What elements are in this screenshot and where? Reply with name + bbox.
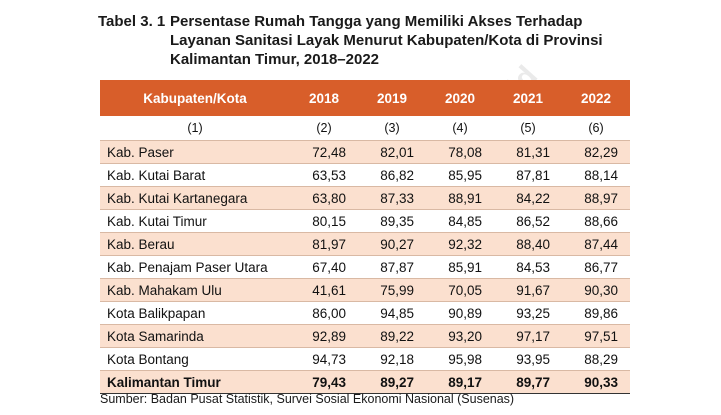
value-cell: 82,29 (562, 140, 630, 164)
header-2021: 2021 (512, 90, 544, 106)
region-name-cell: Kab. Kutai Kartanegara (100, 186, 290, 210)
value-cell: 88,29 (562, 347, 630, 371)
table-row: Kota Samarinda 92,89 89,22 93,20 97,17 97,51 (100, 324, 630, 348)
total-label-cell: Kalimantan Timur (100, 370, 290, 394)
region-name-cell: Kota Samarinda (100, 324, 290, 348)
total-row: Kalimantan Timur 79,43 89,27 89,17 89,77 90,3… (100, 370, 630, 394)
value-cell: 90,89 (426, 301, 494, 325)
value-cell: 78,08 (426, 140, 494, 164)
value-cell: 86,52 (494, 209, 562, 233)
value-cell: 90,27 (358, 232, 426, 256)
value-cell: 93,25 (494, 301, 562, 325)
region-name-cell: Kab. Paser (100, 140, 290, 164)
table-row: Kota Bontang 94,73 92,18 95,98 93,95 88,29 (100, 347, 630, 371)
index-cell: (1) (100, 116, 290, 141)
table-row: Kab. Mahakam Ulu 41,61 75,99 70,05 91,67 90,3… (100, 278, 630, 302)
value-cell: 94,85 (358, 301, 426, 325)
index-cell: (3) (358, 116, 426, 141)
value-cell: 84,85 (426, 209, 494, 233)
value-cell: 90,30 (562, 278, 630, 302)
value-cell: 63,80 (290, 186, 358, 210)
value-cell: 89,35 (358, 209, 426, 233)
value-cell: 41,61 (290, 278, 358, 302)
caption-line-2: Layanan Sanitasi Layak Menurut Kabupaten… (170, 32, 603, 49)
value-cell: 87,44 (562, 232, 630, 256)
value-cell: 91,67 (494, 278, 562, 302)
value-cell: 89,86 (562, 301, 630, 325)
value-cell: 81,97 (290, 232, 358, 256)
value-cell: 88,14 (562, 163, 630, 187)
value-cell: 93,20 (426, 324, 494, 348)
table-row: Kab. Paser 72,48 82,01 78,08 81,31 82,29 (100, 140, 630, 164)
value-cell: 92,18 (358, 347, 426, 371)
value-cell: 70,05 (426, 278, 494, 302)
region-name-cell: Kab. Kutai Barat (100, 163, 290, 187)
value-cell: 87,87 (358, 255, 426, 279)
value-cell: 95,98 (426, 347, 494, 371)
value-cell: 85,91 (426, 255, 494, 279)
total-value-cell: 89,17 (426, 370, 494, 394)
header-2022: 2022 (580, 90, 612, 106)
value-cell: 86,00 (290, 301, 358, 325)
total-value-cell: 79,43 (290, 370, 358, 394)
value-cell: 88,40 (494, 232, 562, 256)
table-number: Tabel 3. 1 (98, 13, 166, 30)
region-name-cell: Kota Balikpapan (100, 301, 290, 325)
value-cell: 86,82 (358, 163, 426, 187)
value-cell: 87,81 (494, 163, 562, 187)
value-cell: 86,77 (562, 255, 630, 279)
value-cell: 88,97 (562, 186, 630, 210)
value-cell: 89,22 (358, 324, 426, 348)
header-2019: 2019 (376, 90, 408, 106)
value-cell: 72,48 (290, 140, 358, 164)
header-row: Kabupaten/Kota 2018 2019 2020 2021 2022 (100, 80, 630, 116)
caption-line-1: Persentase Rumah Tangga yang Memiliki Ak… (170, 13, 583, 30)
value-cell: 80,15 (290, 209, 358, 233)
value-cell: 82,01 (358, 140, 426, 164)
caption-line-3: Kalimantan Timur, 2018–2022 (170, 51, 380, 68)
value-cell: 92,89 (290, 324, 358, 348)
value-cell: 92,32 (426, 232, 494, 256)
region-name-cell: Kab. Penajam Paser Utara (100, 255, 290, 279)
table-row: Kota Balikpapan 86,00 94,85 90,89 93,25 89,86 (100, 301, 630, 325)
table-row: Kab. Berau 81,97 90,27 92,32 88,40 87,44 (100, 232, 630, 256)
table-row: Kab. Kutai Kartanegara 63,80 87,33 88,91 84,… (100, 186, 630, 210)
value-cell: 85,95 (426, 163, 494, 187)
value-cell: 67,40 (290, 255, 358, 279)
total-value-cell: 90,33 (562, 370, 630, 394)
value-cell: 63,53 (290, 163, 358, 187)
value-cell: 81,31 (494, 140, 562, 164)
value-cell: 88,91 (426, 186, 494, 210)
header-2020: 2020 (444, 90, 476, 106)
sanitation-table: Kabupaten/Kota 2018 2019 2020 2021 2022 … (100, 80, 630, 394)
index-cell: (2) (290, 116, 358, 141)
table-row: Kab. Kutai Timur 80,15 89,35 84,85 86,52 88,6… (100, 209, 630, 233)
header-kabupaten: Kabupaten/Kota (143, 90, 247, 106)
source-note: Sumber: Badan Pusat Statistik, Survei So… (100, 392, 515, 406)
region-name-cell: Kab. Kutai Timur (100, 209, 290, 233)
header-2018: 2018 (308, 90, 340, 106)
table-caption: Tabel 3. 1 Persentase Rumah Tangga yang M… (98, 12, 698, 69)
index-cell: (6) (562, 116, 630, 141)
table-row: Kab. Kutai Barat 63,53 86,82 85,95 87,81 88,1… (100, 163, 630, 187)
region-name-cell: Kab. Berau (100, 232, 290, 256)
index-cell: (4) (426, 116, 494, 141)
index-cell: (5) (494, 116, 562, 141)
value-cell: 75,99 (358, 278, 426, 302)
table-row: Kab. Penajam Paser Utara 67,40 87,87 85,91 8… (100, 255, 630, 279)
total-value-cell: 89,27 (358, 370, 426, 394)
value-cell: 88,66 (562, 209, 630, 233)
region-name-cell: Kota Bontang (100, 347, 290, 371)
value-cell: 87,33 (358, 186, 426, 210)
value-cell: 84,22 (494, 186, 562, 210)
value-cell: 97,17 (494, 324, 562, 348)
value-cell: 93,95 (494, 347, 562, 371)
total-value-cell: 89,77 (494, 370, 562, 394)
region-name-cell: Kab. Mahakam Ulu (100, 278, 290, 302)
value-cell: 97,51 (562, 324, 630, 348)
value-cell: 84,53 (494, 255, 562, 279)
index-row: (1) (2) (3) (4) (5) (6) (100, 116, 630, 141)
value-cell: 94,73 (290, 347, 358, 371)
